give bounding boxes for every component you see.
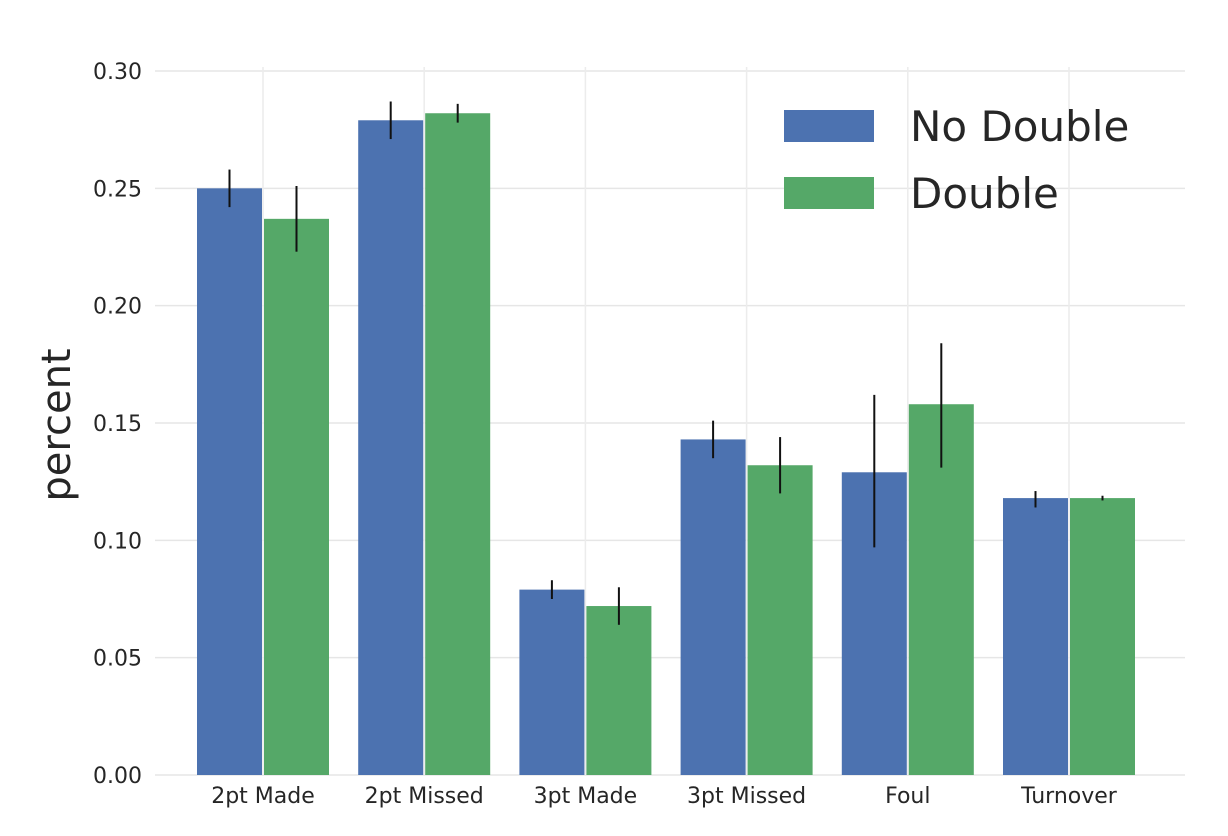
x-tick-label: Foul [885, 784, 930, 809]
x-tick-label: 3pt Missed [687, 784, 806, 809]
bar [264, 218, 329, 776]
x-tick-label: 2pt Made [211, 784, 315, 809]
y-tick-label: 0.20 [93, 295, 142, 320]
y-tick-label: 0.15 [93, 412, 142, 437]
x-tick-label: 3pt Made [534, 784, 638, 809]
legend-label: No Double [910, 102, 1129, 151]
y-tick-label: 0.00 [93, 764, 142, 789]
bar [680, 439, 746, 775]
error-bars [228, 101, 1104, 625]
y-tick-label: 0.05 [93, 647, 142, 672]
bar [1003, 498, 1068, 775]
bar [519, 589, 585, 775]
y-tick-label: 0.30 [93, 60, 142, 85]
x-tick-label: Turnover [1020, 784, 1118, 809]
x-axis-ticks: 2pt Made 2pt Missed 3pt Made 3pt Missed Foul… [211, 784, 1118, 809]
bars [197, 113, 1135, 776]
legend-swatch [784, 110, 874, 142]
y-axis-ticks: 0.00 0.05 0.10 0.15 0.20 0.25 0.30 [93, 60, 142, 789]
y-axis-label: percent [34, 348, 80, 501]
y-tick-label: 0.10 [93, 529, 142, 554]
bar [747, 465, 813, 775]
bar [197, 188, 262, 776]
bar [1070, 498, 1135, 775]
legend-label: Double [910, 169, 1059, 218]
bar [425, 113, 491, 776]
y-tick-label: 0.25 [93, 177, 142, 202]
x-tick-label: 2pt Missed [365, 784, 484, 809]
legend: No Double Double [784, 102, 1129, 218]
legend-swatch [784, 177, 874, 209]
bar [586, 606, 652, 775]
bar [358, 120, 424, 775]
